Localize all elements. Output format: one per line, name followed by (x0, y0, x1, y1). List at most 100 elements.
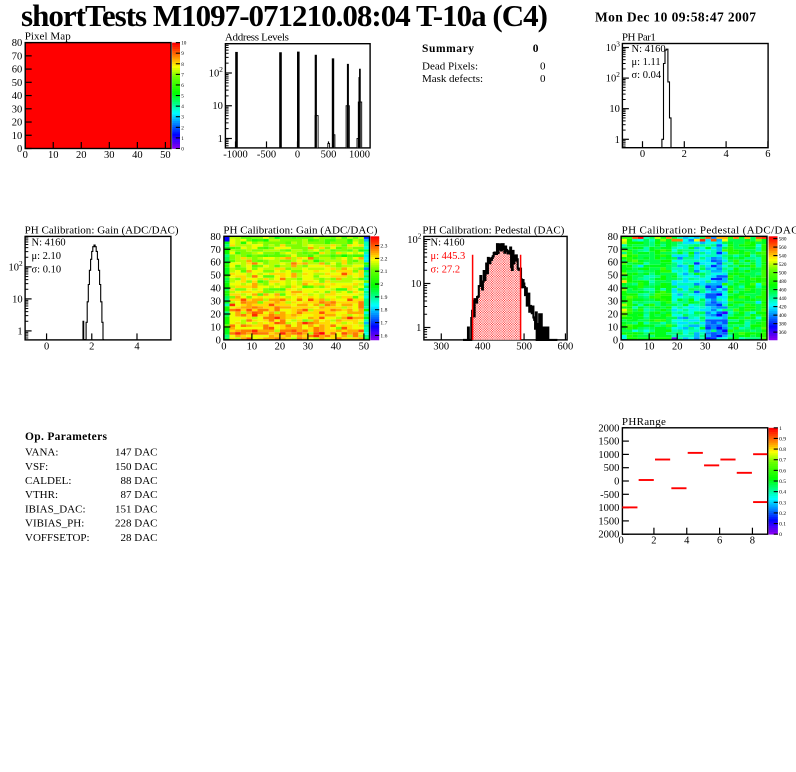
svg-text:30: 30 (210, 297, 221, 308)
svg-text:4: 4 (723, 149, 729, 160)
svg-text:0.6: 0.6 (779, 468, 786, 474)
svg-text:PH Calibration: Gain (ADC/DAC): PH Calibration: Gain (ADC/DAC) (223, 224, 377, 236)
svg-text:8: 8 (181, 62, 184, 68)
svg-text:0: 0 (618, 341, 623, 352)
svg-text:1000: 1000 (349, 149, 370, 160)
svg-text:40: 40 (331, 341, 342, 352)
svg-text:1.7: 1.7 (380, 321, 387, 327)
svg-text:70: 70 (608, 245, 619, 256)
svg-text:560: 560 (779, 245, 787, 251)
svg-text:0: 0 (295, 149, 300, 160)
svg-text:IBIAS_DAC:: IBIAS_DAC: (25, 503, 86, 515)
svg-text:10: 10 (48, 150, 59, 161)
svg-text:80: 80 (608, 232, 619, 243)
svg-text:Address Levels: Address Levels (225, 32, 289, 44)
svg-text:2: 2 (380, 282, 383, 288)
svg-text:VSF:: VSF: (25, 461, 48, 473)
svg-text:300: 300 (433, 341, 449, 352)
svg-text:60: 60 (608, 258, 619, 269)
svg-text:50: 50 (359, 341, 370, 352)
svg-text:20: 20 (210, 310, 221, 321)
svg-text:50: 50 (160, 150, 171, 161)
svg-text:500: 500 (604, 463, 620, 474)
svg-text:0: 0 (221, 341, 226, 352)
svg-text:150 DAC: 150 DAC (115, 461, 157, 473)
svg-text:0: 0 (540, 61, 546, 73)
svg-text:2: 2 (651, 536, 656, 547)
svg-text:N: 4160: N: 4160 (431, 238, 465, 249)
svg-text:Mask defects:: Mask defects: (422, 73, 483, 85)
svg-text:μ: 2.10: μ: 2.10 (32, 251, 62, 262)
svg-text:0: 0 (533, 43, 539, 55)
svg-text:460: 460 (779, 288, 787, 294)
svg-text:2000: 2000 (598, 423, 619, 434)
svg-text:20: 20 (672, 341, 683, 352)
svg-text:2.2: 2.2 (380, 256, 387, 262)
svg-text:4: 4 (684, 536, 690, 547)
svg-text:228 DAC: 228 DAC (115, 518, 157, 530)
svg-text:0.5: 0.5 (779, 479, 786, 485)
svg-text:2: 2 (89, 341, 94, 352)
svg-text:380: 380 (779, 322, 787, 328)
svg-text:10: 10 (411, 279, 422, 290)
svg-text:20: 20 (275, 341, 286, 352)
svg-text:2: 2 (181, 125, 184, 131)
svg-text:0.7: 0.7 (779, 458, 786, 464)
svg-text:1: 1 (218, 134, 223, 145)
svg-text:440: 440 (779, 296, 787, 302)
svg-text:9: 9 (181, 51, 184, 57)
svg-text:7: 7 (181, 72, 184, 78)
svg-text:10: 10 (609, 104, 620, 115)
svg-text:480: 480 (779, 279, 787, 285)
svg-text:0: 0 (640, 149, 645, 160)
svg-text:VIBIAS_PH:: VIBIAS_PH: (25, 518, 84, 530)
svg-text:20: 20 (12, 118, 23, 129)
svg-text:VOFFSETOP:: VOFFSETOP: (25, 532, 90, 544)
svg-text:1000: 1000 (598, 503, 619, 514)
svg-text:N: 4160: N: 4160 (32, 238, 66, 249)
svg-text:400: 400 (475, 341, 491, 352)
svg-text:10: 10 (644, 341, 655, 352)
svg-text:PH Calibration: Pedestal (ADC/: PH Calibration: Pedestal (ADC/DAC) (622, 224, 796, 236)
svg-text:88 DAC: 88 DAC (121, 475, 158, 487)
svg-text:1.9: 1.9 (380, 295, 387, 301)
svg-text:PH Calibration: Gain (ADC/DAC): PH Calibration: Gain (ADC/DAC) (25, 224, 179, 236)
svg-text:8: 8 (750, 536, 755, 547)
svg-text:50: 50 (12, 78, 23, 89)
svg-text:5: 5 (181, 94, 184, 100)
svg-text:1.8: 1.8 (380, 308, 387, 314)
svg-text:1500: 1500 (598, 516, 619, 527)
svg-text:30: 30 (104, 150, 115, 161)
svg-text:2000: 2000 (598, 530, 619, 541)
svg-text:20: 20 (76, 150, 87, 161)
svg-text:0.4: 0.4 (779, 490, 786, 496)
svg-text:580: 580 (779, 237, 787, 243)
svg-text:Dead Pixels:: Dead Pixels: (422, 61, 478, 73)
svg-text:Pixel Map: Pixel Map (25, 31, 71, 43)
svg-text:VTHR:: VTHR: (25, 489, 58, 501)
svg-text:520: 520 (779, 262, 787, 268)
svg-text:0.3: 0.3 (779, 500, 786, 506)
svg-text:2: 2 (682, 149, 687, 160)
svg-text:40: 40 (608, 284, 619, 295)
svg-text:σ: 0.10: σ: 0.10 (32, 265, 62, 276)
svg-text:0: 0 (181, 147, 184, 153)
svg-text:10: 10 (247, 341, 258, 352)
svg-text:0: 0 (44, 341, 49, 352)
svg-text:3: 3 (181, 115, 184, 121)
svg-text:1: 1 (779, 426, 782, 432)
svg-text:PH Par1: PH Par1 (622, 31, 656, 43)
svg-text:87 DAC: 87 DAC (121, 489, 158, 501)
svg-text:360: 360 (779, 330, 787, 336)
svg-text:0.2: 0.2 (779, 511, 786, 517)
svg-text:40: 40 (728, 341, 739, 352)
svg-text:40: 40 (132, 150, 143, 161)
svg-text:1: 1 (181, 136, 184, 142)
svg-text:1: 1 (17, 326, 22, 337)
svg-text:-1000: -1000 (223, 149, 248, 160)
svg-text:40: 40 (12, 91, 23, 102)
svg-text:μ: 1.11: μ: 1.11 (632, 57, 661, 68)
svg-text:6: 6 (717, 536, 722, 547)
svg-text:10: 10 (12, 294, 23, 305)
svg-text:0.9: 0.9 (779, 436, 786, 442)
